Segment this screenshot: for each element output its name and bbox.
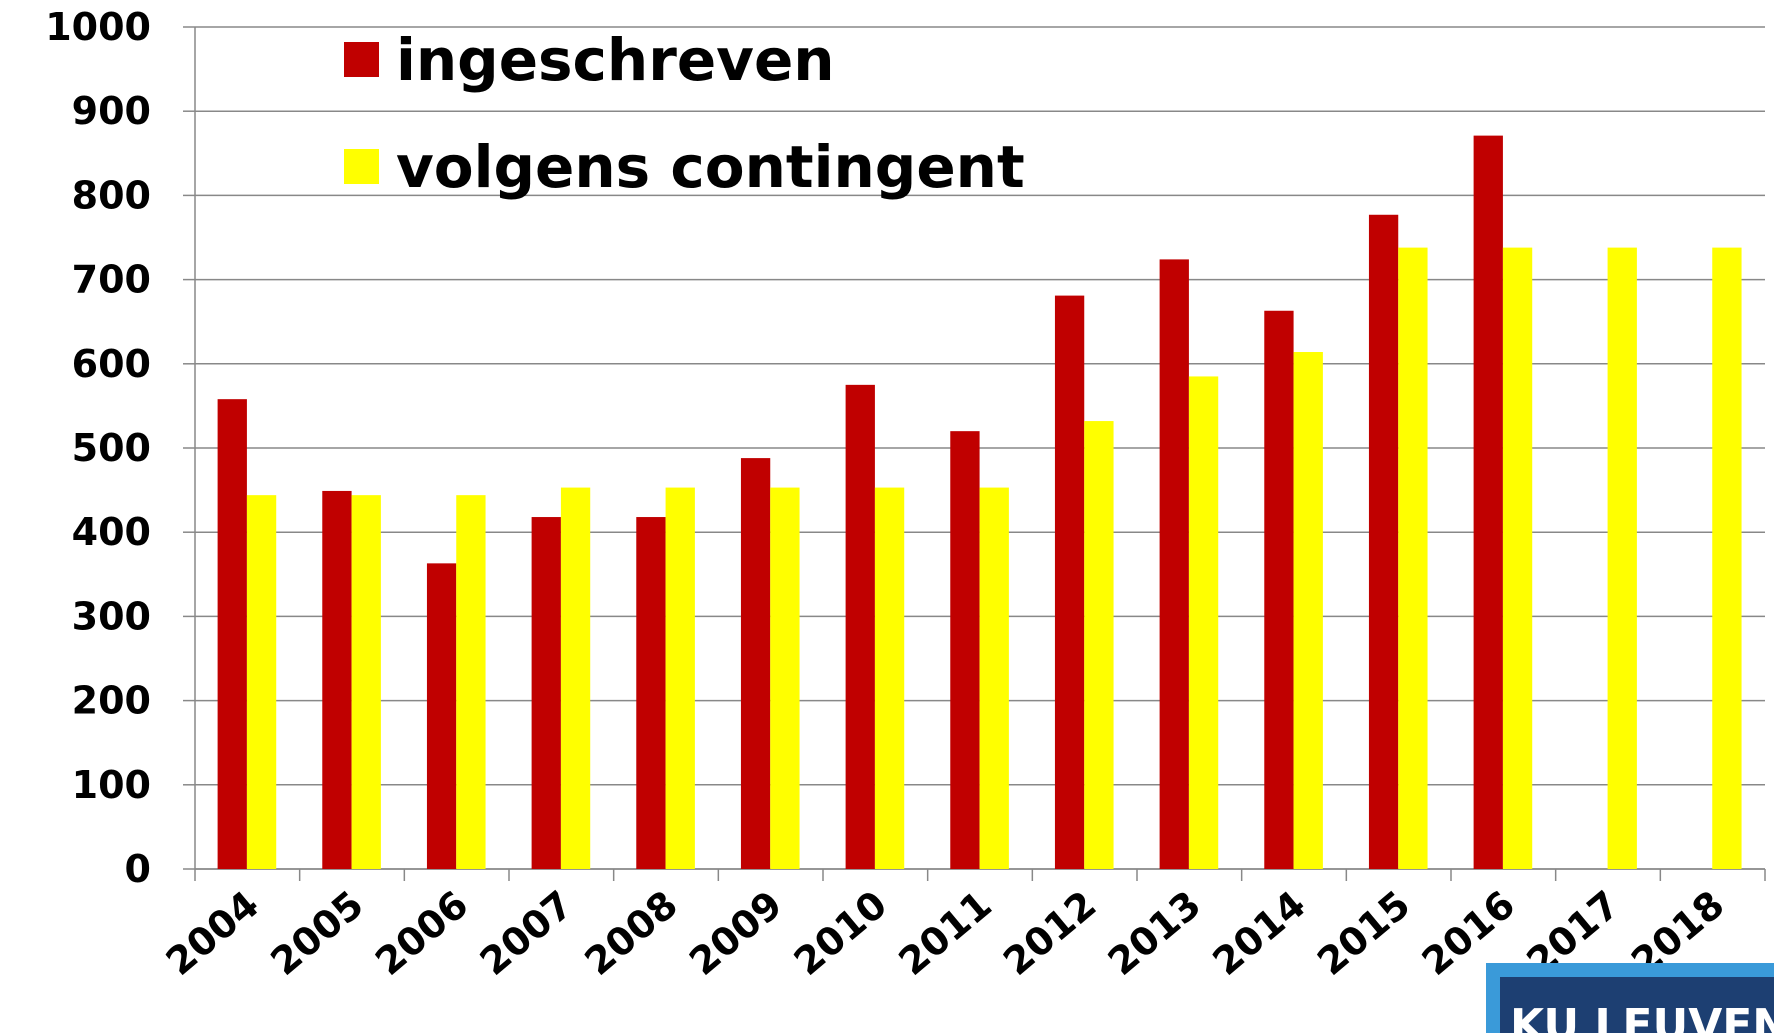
y-tick-label: 800 — [72, 173, 151, 217]
bar — [1188, 376, 1219, 869]
bar — [531, 517, 561, 869]
bar — [1054, 295, 1085, 869]
bar — [1712, 247, 1742, 869]
bar — [1607, 247, 1637, 869]
legend-swatch — [344, 149, 379, 184]
bar — [217, 399, 247, 869]
bar — [246, 495, 277, 869]
bar — [770, 487, 800, 869]
y-tick-label: 100 — [72, 763, 151, 807]
bar — [426, 563, 457, 869]
bar — [740, 458, 771, 869]
bar — [322, 490, 352, 869]
y-tick-label: 400 — [72, 510, 151, 554]
bar — [1084, 421, 1114, 869]
x-tick-label: 2011 — [890, 882, 999, 984]
y-tick-label: 1000 — [45, 5, 151, 49]
logo-box — [1500, 977, 1774, 1033]
y-tick-label: 900 — [72, 89, 151, 133]
bar — [1473, 135, 1503, 870]
logo-text: KU LEUVEN — [1510, 1000, 1774, 1033]
bar — [950, 431, 980, 869]
x-tick-label: 2006 — [367, 882, 476, 984]
bar — [1293, 352, 1323, 870]
x-tick-label: 2015 — [1309, 882, 1418, 984]
bar — [456, 495, 486, 869]
legend-label: ingeschreven — [396, 26, 835, 94]
y-tick-label: 700 — [72, 258, 151, 302]
bar — [665, 487, 695, 869]
x-tick-label: 2008 — [576, 882, 685, 984]
legend-swatch — [344, 42, 379, 77]
bar — [636, 517, 666, 869]
bar — [845, 384, 875, 869]
bar — [1159, 259, 1189, 870]
x-tick-label: 2013 — [1100, 882, 1209, 984]
bar — [874, 487, 905, 869]
bar — [351, 495, 381, 869]
y-tick-label: 600 — [72, 342, 151, 386]
legend-label: volgens contingent — [396, 133, 1025, 201]
x-tick-label: 2012 — [995, 882, 1104, 984]
x-tick-label: 2005 — [262, 882, 371, 984]
y-tick-label: 500 — [72, 426, 151, 470]
bar — [560, 487, 591, 869]
bar — [1398, 247, 1428, 869]
y-tick-label: 0 — [125, 847, 151, 891]
x-tick-label: 2010 — [786, 882, 895, 984]
y-tick-label: 300 — [72, 594, 151, 638]
x-tick-label: 2014 — [1204, 882, 1313, 984]
x-tick-label: 2004 — [158, 882, 267, 984]
bar — [1264, 310, 1294, 869]
bar — [979, 487, 1009, 869]
bar — [1368, 214, 1399, 870]
x-tick-label: 2009 — [681, 882, 790, 984]
bar — [1502, 247, 1533, 869]
x-tick-label: 2007 — [472, 882, 581, 984]
y-tick-label: 200 — [72, 679, 151, 723]
